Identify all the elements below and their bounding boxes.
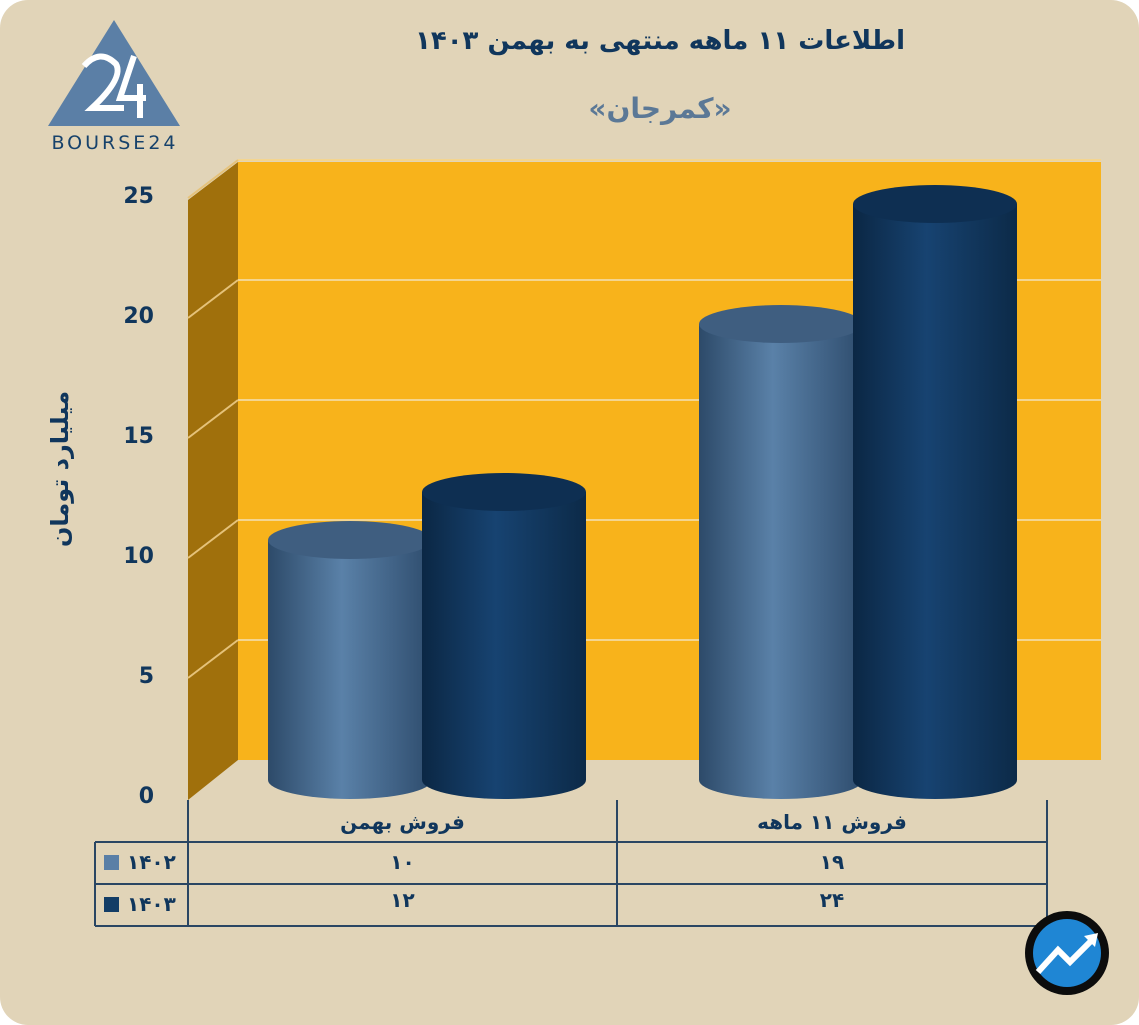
gridline (187, 279, 239, 319)
plot-side-wall (188, 162, 238, 800)
category-label: فروش بهمن (340, 810, 465, 834)
bar-body (422, 492, 586, 799)
legend-label: ۱۴۰۲ (127, 850, 176, 874)
y-tick-label: 5 (138, 664, 154, 689)
y-tick-label: 10 (123, 544, 154, 569)
bar-0-0 (268, 521, 432, 799)
bar-top (853, 185, 1017, 223)
bar-top (268, 521, 432, 559)
legend-entry-1403: ۱۴۰۳ (104, 892, 176, 916)
bar-top (422, 473, 586, 511)
bar-top (699, 305, 863, 343)
y-tick-label: 20 (123, 304, 154, 329)
bar-1-0 (699, 305, 863, 799)
trend-badge-icon (1025, 911, 1109, 995)
bar-body (268, 540, 432, 799)
gridline (187, 159, 239, 199)
bar-body (853, 204, 1017, 799)
bars (268, 185, 1017, 799)
legend-entry-1402: ۱۴۰۲ (104, 850, 176, 874)
y-tick-label: 0 (138, 784, 154, 809)
logo-mark (48, 20, 180, 126)
logo-text: BOURSE24 (51, 132, 179, 154)
bar-1-1 (853, 185, 1017, 799)
data-label: ۱۲ (390, 888, 415, 912)
gridline (187, 519, 239, 559)
legend-swatch (104, 854, 119, 870)
bar-0-1 (422, 473, 586, 799)
data-table-grid (94, 800, 1048, 927)
gridline (187, 639, 239, 679)
y-axis-label: میلیارد تومان (46, 390, 74, 548)
y-tick-label: 15 (123, 424, 154, 449)
y-tick-label: 25 (123, 184, 154, 209)
category-label: فروش ۱۱ ماهه (757, 810, 907, 834)
data-label: ۱۰ (390, 850, 415, 874)
gridline (187, 399, 239, 439)
legend-label: ۱۴۰۳ (127, 892, 176, 916)
bar-body (699, 324, 863, 799)
chart-subtitle: «کمرجان» (588, 92, 732, 125)
legend-swatch (104, 896, 119, 912)
data-label: ۲۴ (819, 888, 845, 912)
chart-title: اطلاعات ۱۱ ماهه منتهی به بهمن ۱۴۰۳ (414, 26, 906, 56)
data-label: ۱۹ (819, 850, 845, 874)
